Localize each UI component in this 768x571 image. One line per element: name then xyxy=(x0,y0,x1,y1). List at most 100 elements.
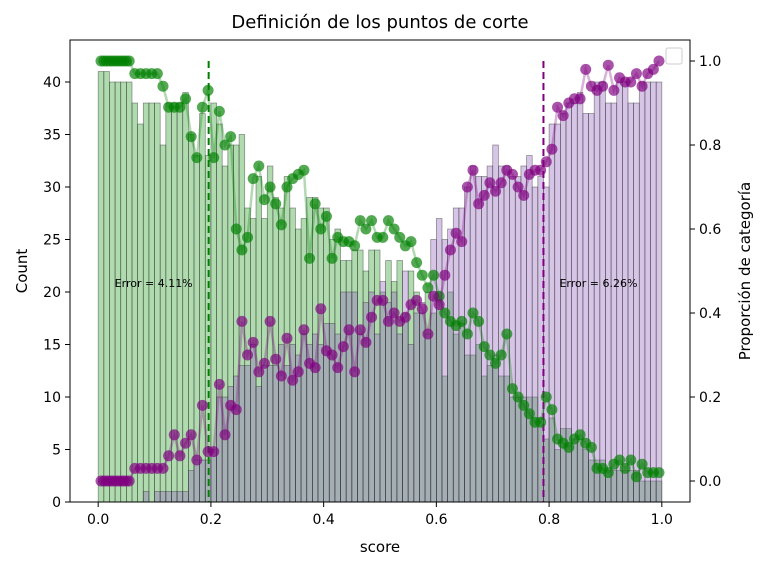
y-tick-label: 0 xyxy=(52,495,61,511)
proportion-point-2 xyxy=(123,475,135,487)
y2-tick-label: 0.2 xyxy=(699,390,721,406)
proportion-point-2 xyxy=(343,324,355,336)
proportion-point-2 xyxy=(557,110,569,122)
proportion-point-2 xyxy=(602,59,614,71)
proportion-point-2 xyxy=(185,429,197,441)
histogram-bar-series-2 xyxy=(351,291,358,503)
histogram-bar-series-2 xyxy=(379,281,386,503)
histogram-bar-series-2 xyxy=(357,333,364,503)
proportion-point-2 xyxy=(236,315,248,327)
proportion-point-2 xyxy=(647,63,659,75)
proportion-point-1 xyxy=(354,215,366,227)
proportion-point-1 xyxy=(185,131,197,143)
y-tick-label: 40 xyxy=(43,75,61,91)
proportion-point-2 xyxy=(366,311,378,323)
histogram-bar-series-2 xyxy=(436,218,443,503)
proportion-point-1 xyxy=(377,231,389,243)
y-tick-label: 10 xyxy=(43,390,61,406)
proportion-point-2 xyxy=(608,84,620,96)
proportion-point-1 xyxy=(625,454,637,466)
histogram-bar-series-2 xyxy=(188,470,195,503)
histogram-bar-series-2 xyxy=(514,176,522,503)
histogram-bar-series-2 xyxy=(447,228,454,503)
histogram-bar-series-2 xyxy=(283,365,291,503)
proportion-point-2 xyxy=(315,303,327,315)
proportion-point-2 xyxy=(433,299,445,311)
histogram-bar-series-2 xyxy=(244,365,251,503)
proportion-point-1 xyxy=(540,391,552,403)
cutoff-error-label-1: Error = 4.11% xyxy=(115,277,193,290)
x-axis: 0.0 0.2 0.4 0.6 0.8 1.0 xyxy=(87,502,673,528)
x-tick-label: 0.0 xyxy=(87,512,109,528)
proportion-point-2 xyxy=(377,294,389,306)
histogram-bar-series-2 xyxy=(176,491,184,503)
proportion-point-2 xyxy=(506,168,518,180)
y-tick-label: 35 xyxy=(43,128,61,144)
proportion-point-2 xyxy=(242,349,254,361)
histogram-bar-series-1 xyxy=(154,102,161,503)
proportion-point-1 xyxy=(535,416,547,428)
histogram-bar-series-2 xyxy=(458,207,465,503)
proportion-point-1 xyxy=(394,231,406,243)
proportion-point-1 xyxy=(388,223,400,235)
y2-axis-label: Proporción de categoría xyxy=(736,182,754,361)
proportion-point-1 xyxy=(326,252,338,264)
proportion-point-1 xyxy=(512,391,524,403)
proportion-point-2 xyxy=(191,454,203,466)
histogram-bar-series-2 xyxy=(424,333,432,503)
y2-tick-label: 0.0 xyxy=(699,474,721,490)
histogram-bar-series-2 xyxy=(340,291,347,503)
proportion-point-1 xyxy=(157,80,169,92)
histogram-bar-series-2 xyxy=(520,165,527,503)
proportion-point-1 xyxy=(411,257,423,269)
proportion-point-2 xyxy=(309,362,321,374)
proportion-point-2 xyxy=(275,370,287,382)
histogram-bar-series-1 xyxy=(142,102,150,503)
proportion-point-2 xyxy=(653,55,665,67)
lines-layer xyxy=(95,55,665,487)
y2-tick-label: 1.0 xyxy=(699,54,721,70)
proportion-point-2 xyxy=(450,227,462,239)
histogram-bar-series-1 xyxy=(159,144,167,503)
proportion-point-1 xyxy=(456,315,468,327)
histogram-bar-series-2 xyxy=(255,386,262,503)
histogram-bar-series-2 xyxy=(509,176,516,503)
proportion-point-1 xyxy=(630,471,642,483)
y2-tick-label: 0.8 xyxy=(699,138,721,154)
proportion-point-2 xyxy=(636,80,648,92)
histogram-bar-series-2 xyxy=(159,491,167,503)
proportion-point-1 xyxy=(304,252,316,264)
proportion-point-1 xyxy=(236,244,248,256)
proportion-point-1 xyxy=(501,328,513,340)
proportion-point-1 xyxy=(478,341,490,353)
x-tick-label: 0.8 xyxy=(538,512,560,528)
proportion-point-1 xyxy=(264,181,276,193)
histogram-bar-series-2 xyxy=(531,186,539,503)
histogram-bar-series-2 xyxy=(165,491,172,503)
proportion-point-1 xyxy=(309,198,321,210)
proportion-point-2 xyxy=(535,164,547,176)
proportion-point-2 xyxy=(213,378,225,390)
proportion-point-2 xyxy=(270,353,282,365)
proportion-point-1 xyxy=(484,349,496,361)
histogram-bar-series-1 xyxy=(165,102,172,503)
proportion-point-1 xyxy=(653,467,665,479)
histogram-bar-series-2 xyxy=(655,81,663,503)
x-tick-label: 0.6 xyxy=(425,512,447,528)
proportion-point-2 xyxy=(157,462,169,474)
histogram-bar-series-2 xyxy=(464,186,471,503)
proportion-point-1 xyxy=(614,454,626,466)
y-tick-label: 25 xyxy=(43,233,61,249)
histogram-bar-series-1 xyxy=(120,81,127,503)
y-axis-right: 0.0 0.2 0.4 0.6 0.8 1.0 xyxy=(690,54,721,490)
proportion-point-1 xyxy=(123,55,135,67)
proportion-point-2 xyxy=(625,76,637,88)
proportion-point-2 xyxy=(490,185,502,197)
proportion-point-2 xyxy=(478,189,490,201)
proportion-point-2 xyxy=(349,366,361,378)
histogram-bar-series-2 xyxy=(644,81,651,503)
x-tick-label: 0.2 xyxy=(200,512,222,528)
proportion-point-1 xyxy=(298,164,310,176)
